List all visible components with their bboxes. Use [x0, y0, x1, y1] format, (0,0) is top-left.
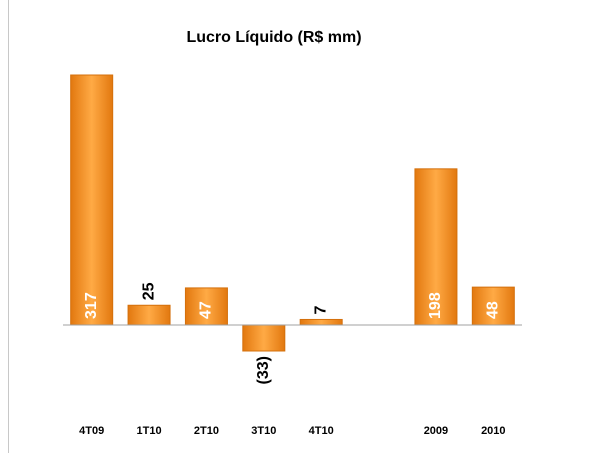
x-tick-label: 1T10 [137, 425, 162, 437]
x-tick-label: 4T10 [309, 425, 334, 437]
bar [299, 318, 343, 326]
bar [414, 168, 458, 326]
value-label: (33) [255, 356, 272, 384]
bar [242, 324, 286, 352]
x-tick-label: 2T10 [194, 425, 219, 437]
x-tick-label: 3T10 [251, 425, 276, 437]
x-tick-label: 4T09 [79, 425, 104, 437]
x-tick-label: 2009 [424, 425, 448, 437]
value-label: 317 [83, 292, 100, 319]
value-label: 47 [198, 301, 215, 319]
value-label: 48 [485, 301, 502, 319]
value-label: 7 [312, 305, 329, 314]
bar [70, 74, 114, 326]
chart-title: Lucro Líquido (R$ mm) [186, 29, 361, 46]
value-label: 198 [427, 292, 444, 319]
bar [127, 304, 171, 326]
x-tick-label: 2010 [481, 425, 505, 437]
value-label: 25 [140, 282, 157, 300]
